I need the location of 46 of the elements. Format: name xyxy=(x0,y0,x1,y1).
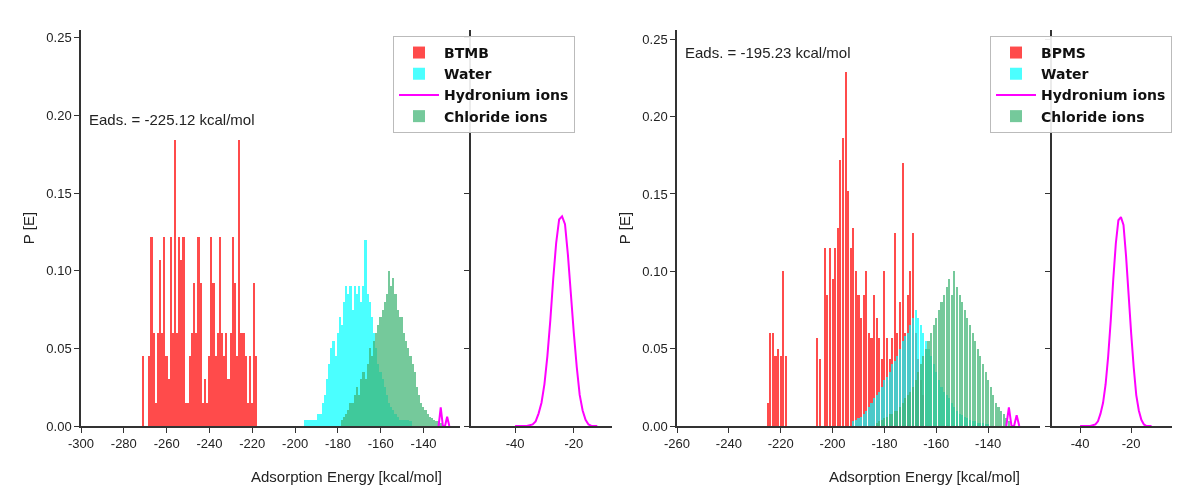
x-tick-label: -300 xyxy=(67,436,95,452)
x-tick-label: -220 xyxy=(767,436,794,452)
y-tick-label: 0.05 xyxy=(46,340,72,356)
annotation: Eads. = -225.12 kcal/mol xyxy=(89,111,255,128)
x-tick-label: -240 xyxy=(196,436,223,452)
x-tick-label: -200 xyxy=(819,436,846,452)
annotation: Eads. = -195.23 kcal/mol xyxy=(685,44,851,61)
legend-label: BTMB xyxy=(444,45,489,61)
y-tick-label: 0.25 xyxy=(46,30,72,46)
y-tick-label: 0.05 xyxy=(642,341,668,357)
y-tick-label: 0.00 xyxy=(46,418,72,434)
y-tick-label: 0.20 xyxy=(46,107,72,123)
x-tick-label: -180 xyxy=(871,436,898,452)
y-axis-title: P [E] xyxy=(20,211,38,245)
x-tick-label: -220 xyxy=(239,436,266,452)
x-tick-label: -20 xyxy=(1121,436,1141,452)
y-tick-label: 0.15 xyxy=(46,185,72,201)
x-tick-label: -260 xyxy=(663,436,691,452)
x-tick-label: -180 xyxy=(324,436,351,452)
legend-label: Water xyxy=(444,66,492,83)
y-axis-title: P [E] xyxy=(616,211,634,245)
x-tick-label: -260 xyxy=(153,436,180,452)
y-tick-label: 0.00 xyxy=(642,418,668,434)
x-tick-label: -20 xyxy=(564,436,584,452)
x-tick-label: -160 xyxy=(367,436,394,452)
legend-label: BPMS xyxy=(1041,45,1086,61)
x-tick-label: -200 xyxy=(282,436,309,452)
y-tick-label: 0.15 xyxy=(642,186,668,202)
x-tick-label: -40 xyxy=(505,436,525,452)
x-tick-label: -160 xyxy=(923,436,950,452)
legend-label: Water xyxy=(1041,66,1089,83)
legend-label: Hydronium ions xyxy=(444,87,569,104)
y-tick-label: 0.20 xyxy=(642,109,668,125)
y-tick-label: 0.10 xyxy=(46,263,72,279)
legend-label: Chloride ions xyxy=(1041,108,1145,125)
legend-label: Hydronium ions xyxy=(1041,87,1166,104)
x-tick-label: -240 xyxy=(715,436,742,452)
x-tick-label: -280 xyxy=(110,436,137,452)
x-tick-label: -40 xyxy=(1070,436,1090,452)
y-tick-label: 0.25 xyxy=(642,31,668,47)
legend-label: Chloride ions xyxy=(444,108,548,125)
x-tick-label: -140 xyxy=(410,436,437,452)
x-tick-label: -140 xyxy=(975,436,1002,452)
y-tick-label: 0.10 xyxy=(642,263,668,279)
x-axis-title: Adsorption Energy [kcal/mol] xyxy=(829,468,1020,485)
x-axis-title: Adsorption Energy [kcal/mol] xyxy=(251,468,442,485)
